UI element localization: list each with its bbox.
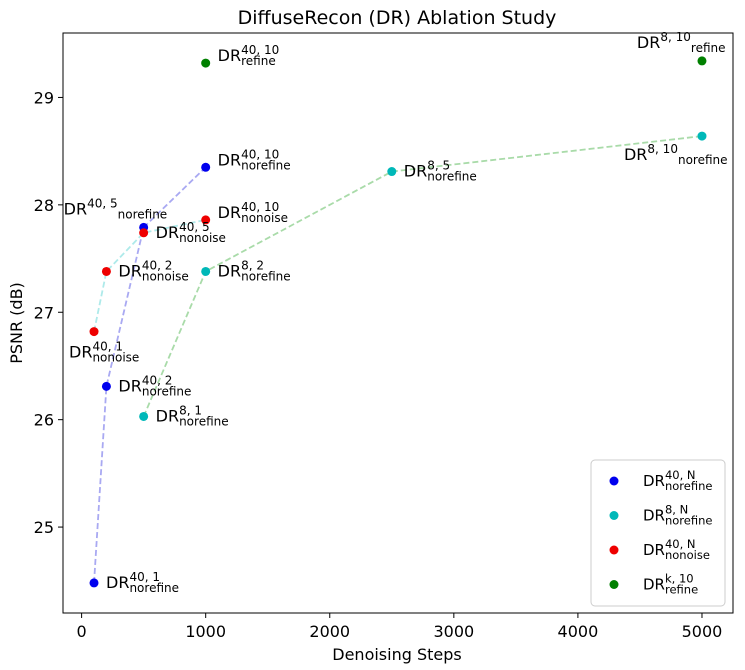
- annotation-dr-40-5-nonoise: DR40, 5 nonoise: [156, 220, 226, 245]
- plot-frame: [62, 32, 734, 614]
- series-connectors: [93, 135, 703, 583]
- point-dr-40-1-norefine: [89, 578, 99, 588]
- annotation-dr-8-2-norefine: DR8, 2 norefine: [218, 258, 291, 283]
- legend-entry-k-10-refine: DRk, 10 refine: [643, 572, 698, 597]
- y-tick-label-28: 28: [34, 196, 54, 215]
- point-dr-8-10-refine: [697, 56, 707, 66]
- y-axis-label: PSNR (dB): [7, 282, 26, 364]
- point-dr-40-10-norefine: [201, 162, 211, 172]
- connector-dr-40-n-nonoise: [93, 219, 206, 332]
- legend-marker-8-n-norefine: [609, 511, 619, 520]
- annotation-dr-8-10-norefine: DR8, 10norefine: [624, 142, 728, 167]
- chart-title: DiffuseRecon (DR) Ablation Study: [238, 7, 557, 29]
- y-tick-label-26: 26: [34, 411, 54, 430]
- x-tick-label-2000: 2000: [309, 622, 350, 641]
- x-tick-label-5000: 5000: [682, 622, 723, 641]
- annotation-dr-40-2-nonoise: DR40, 2 nonoise: [118, 258, 188, 283]
- annotation-dr-40-5-norefine: DR40, 5norefine: [64, 196, 168, 221]
- annotation-dr-40-10-refine: DR40, 10 refine: [218, 43, 280, 68]
- point-dr-40-5-nonoise: [139, 228, 149, 238]
- annotation-dr-40-10-norefine: DR40, 10 norefine: [218, 147, 291, 172]
- x-axis: 0 1000 2000 3000 4000 5000: [77, 613, 723, 641]
- legend-box: [590, 459, 726, 607]
- point-dr-40-2-norefine: [101, 381, 111, 391]
- point-dr-40-1-nonoise: [89, 327, 99, 337]
- point-dr-8-2-norefine: [201, 266, 211, 276]
- point-dr-8-5-norefine: [387, 167, 397, 177]
- annotation-dr-8-1-norefine: DR8, 1 norefine: [156, 403, 229, 428]
- point-dr-8-1-norefine: [139, 411, 149, 421]
- annotation-dr-40-2-norefine: DR40, 2 norefine: [118, 373, 191, 398]
- point-dr-40-10-refine: [201, 58, 211, 68]
- legend-marker-40-n-nonoise: [609, 545, 619, 555]
- x-tick-label-3000: 3000: [433, 622, 474, 641]
- x-tick-label-1000: 1000: [185, 622, 226, 641]
- y-tick-label-27: 27: [34, 303, 54, 322]
- x-tick-label-4000: 4000: [558, 622, 599, 641]
- x-axis-label: Denoising Steps: [332, 645, 461, 664]
- point-dr-8-10-norefine: [697, 131, 707, 141]
- legend-marker-40-n-norefine: [609, 476, 619, 486]
- data-points: [89, 56, 707, 588]
- y-tick-label-25: 25: [34, 518, 54, 537]
- annotation-dr-40-10-nonoise: DR40, 10 nonoise: [218, 200, 288, 225]
- point-dr-40-10-nonoise: [201, 215, 211, 225]
- y-tick-label-29: 29: [34, 88, 54, 107]
- annotation-dr-40-1-norefine: DR40, 1 norefine: [106, 570, 179, 595]
- x-tick-label-0: 0: [77, 622, 87, 641]
- y-axis: 25 26 27 28 29: [34, 88, 63, 537]
- connector-dr-8-n-norefine: [142, 135, 703, 417]
- annotation-dr-8-5-norefine: DR8, 5 norefine: [404, 159, 477, 184]
- legend-marker-k-10-refine: [609, 580, 619, 589]
- point-dr-40-2-nonoise: [101, 266, 111, 276]
- annotation-dr-40-1-nonoise: DR40, 1 nonoise: [69, 340, 139, 365]
